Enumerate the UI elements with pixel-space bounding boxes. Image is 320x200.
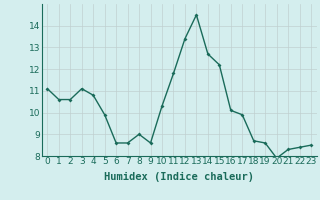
X-axis label: Humidex (Indice chaleur): Humidex (Indice chaleur) [104,172,254,182]
